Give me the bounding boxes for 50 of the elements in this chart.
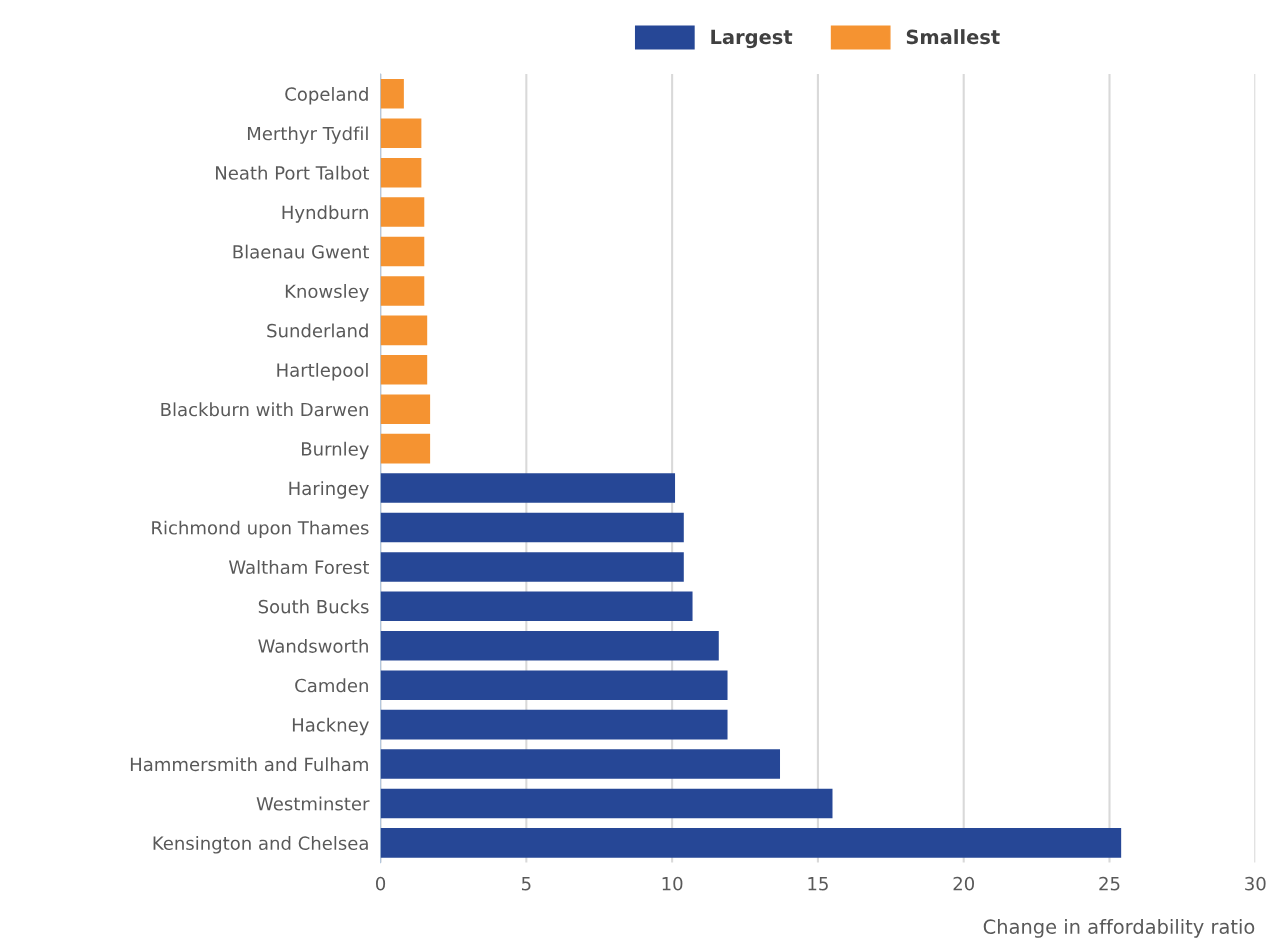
x-tick-label: 0 <box>375 876 386 891</box>
y-tick-label: Camden <box>295 678 368 693</box>
y-tick-label: Merthyr Tydfil <box>247 126 368 144</box>
y-tick-label: Wandsworth <box>258 638 368 653</box>
x-tick-label: 5 <box>521 877 531 891</box>
y-tick-label: South Bucks <box>258 599 369 614</box>
bar <box>380 828 1122 858</box>
bar <box>380 512 684 543</box>
y-tick-label: Richmond upon Thames <box>152 520 369 539</box>
x-tick-label: 15 <box>808 877 828 891</box>
y-tick-label: Westminster <box>256 796 370 811</box>
bar <box>380 591 693 622</box>
bar <box>380 236 425 267</box>
legend-label: Smallest <box>906 29 1000 45</box>
y-tick-label: Copeland <box>285 86 368 105</box>
bar <box>380 394 431 424</box>
bar <box>380 197 425 227</box>
y-tick-label: Hyndburn <box>282 205 368 223</box>
y-tick-label: Sunderland <box>267 323 368 338</box>
y-tick-label: Blaenau Gwent <box>233 244 369 259</box>
bar <box>380 79 404 109</box>
bar <box>380 749 781 779</box>
y-tick-label: Hammersmith and Fulham <box>130 757 368 772</box>
bar <box>380 552 684 582</box>
y-tick-label: Hartlepool <box>277 362 368 381</box>
bar <box>380 433 431 464</box>
y-tick-label: Haringey <box>289 481 369 499</box>
y-tick-label: Hackney <box>292 717 369 736</box>
bar <box>380 355 428 385</box>
y-tick-label: Waltham Forest <box>228 560 370 575</box>
x-tick-label: 25 <box>1099 876 1120 891</box>
bar <box>380 276 425 306</box>
bar <box>380 630 719 661</box>
x-axis-title: Change in affordability ratio <box>983 918 1255 938</box>
y-tick-label: Burnley <box>302 441 369 460</box>
y-tick-label: Knowsley <box>285 284 369 302</box>
bar <box>380 157 422 188</box>
x-tick-label: 10 <box>662 876 683 891</box>
y-tick-label: Kensington and Chelsea <box>153 836 368 854</box>
bar <box>380 670 728 700</box>
x-tick-label: 30 <box>1245 876 1266 891</box>
y-tick-label: Neath Port Talbot <box>216 165 369 180</box>
bar <box>380 315 428 346</box>
bar <box>380 473 676 503</box>
bar <box>380 788 833 819</box>
x-tick-label: 20 <box>953 876 974 891</box>
y-tick-label: Blackburn with Darwen <box>161 402 368 417</box>
bar <box>380 118 422 149</box>
legend-label: Largest <box>711 29 793 49</box>
bar <box>380 709 728 740</box>
